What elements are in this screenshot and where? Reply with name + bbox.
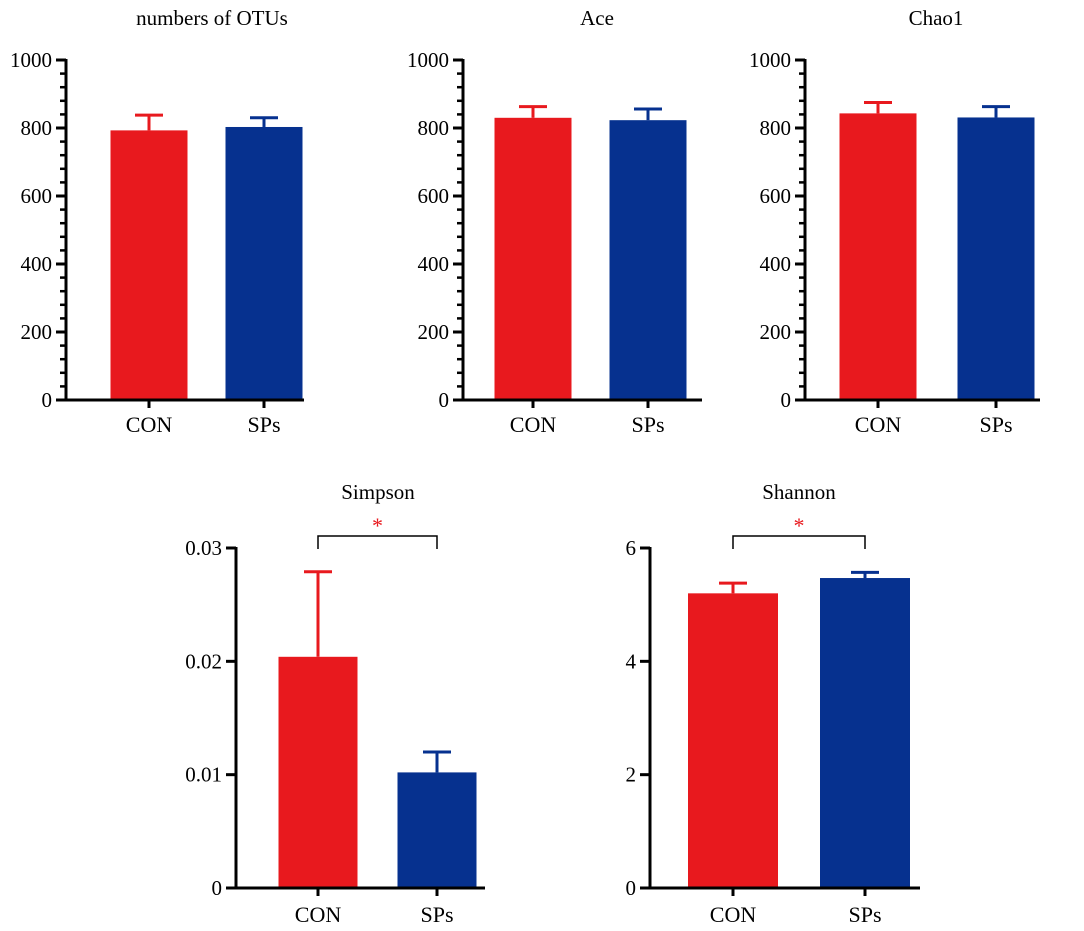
category-label: SPs [979, 412, 1012, 437]
y-tick-label: 0 [626, 876, 637, 900]
y-tick-label: 0 [439, 388, 450, 412]
category-label: CON [126, 412, 173, 437]
category-label: SPs [420, 902, 453, 927]
y-tick-label: 1000 [407, 48, 449, 72]
category-label: CON [510, 412, 557, 437]
y-tick-label: 0.02 [185, 649, 222, 673]
y-tick-label: 400 [418, 252, 450, 276]
category-label: CON [295, 902, 342, 927]
y-tick-label: 4 [626, 649, 637, 673]
panel-ace: Ace CON SPs 0 200 400 600 800 1000 [407, 6, 702, 437]
y-tick-label: 400 [21, 252, 53, 276]
panel-title: numbers of OTUs [136, 6, 288, 30]
panel-shannon: Shannon CON SPs 0 2 4 6 * [626, 480, 920, 927]
y-tick-label: 800 [418, 116, 450, 140]
bar-sps [820, 578, 910, 888]
y-tick-label: 800 [760, 116, 792, 140]
y-tick-label: 0.03 [185, 536, 222, 560]
y-tick-label: 0 [212, 876, 223, 900]
y-tick-label: 200 [21, 320, 53, 344]
y-tick-label: 2 [626, 763, 637, 787]
bar-con [278, 656, 358, 888]
panel-title: Shannon [762, 480, 836, 504]
bar-con [110, 130, 188, 400]
y-tick-label: 1000 [10, 48, 52, 72]
panel-simpson: Simpson CON SPs 0 0.01 0.02 0.03 * [185, 480, 485, 927]
y-tick-label: 800 [21, 116, 53, 140]
y-tick-label: 600 [418, 184, 450, 208]
bar-con [688, 593, 778, 888]
panel-numbers-of-otus: numbers of OTUs CON SPs 0 200 400 600 800 1000 [10, 6, 304, 437]
bar-sps [397, 772, 477, 888]
y-tick-label: 0 [42, 388, 53, 412]
category-label: CON [710, 902, 757, 927]
y-tick-label: 0.01 [185, 763, 222, 787]
category-label: CON [855, 412, 902, 437]
panel-title: Simpson [341, 480, 415, 504]
significance-bracket [732, 535, 866, 549]
bar-con [494, 117, 572, 401]
significance-star: * [372, 513, 383, 538]
significance-star: * [794, 513, 805, 538]
category-label: SPs [848, 902, 881, 927]
y-tick-label: 0 [781, 388, 792, 412]
panel-title: Chao1 [909, 6, 964, 30]
y-tick-label: 400 [760, 252, 792, 276]
y-tick-label: 6 [626, 536, 637, 560]
bar-con [839, 113, 917, 400]
bar-sps [609, 120, 687, 401]
y-tick-label: 200 [760, 320, 792, 344]
y-tick-label: 1000 [749, 48, 791, 72]
panel-chao1: Chao1 CON SPs 0 200 400 600 800 1000 [749, 6, 1040, 437]
y-tick-label: 600 [760, 184, 792, 208]
bar-sps [225, 126, 303, 400]
bar-sps [957, 117, 1035, 401]
y-tick-label: 600 [21, 184, 53, 208]
y-tick-label: 200 [418, 320, 450, 344]
significance-bracket [317, 535, 438, 549]
category-label: SPs [247, 412, 280, 437]
category-label: SPs [631, 412, 664, 437]
panel-title: Ace [580, 6, 614, 30]
